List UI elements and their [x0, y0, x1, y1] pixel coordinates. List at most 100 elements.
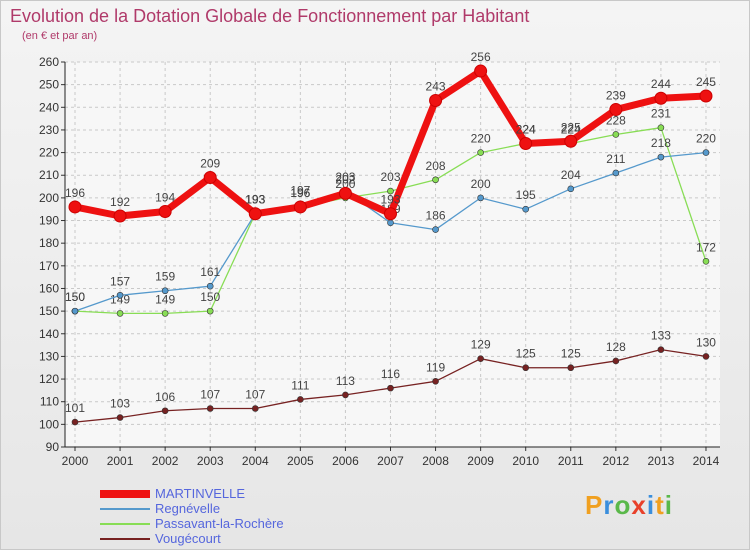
data-point-regnevelle: [387, 219, 394, 227]
data-label-vougecourt: 133: [651, 329, 671, 343]
data-point-passavant-la-rochere: [477, 149, 484, 156]
data-label-vougecourt: 119: [426, 360, 445, 374]
data-label-vougecourt: 107: [245, 388, 265, 402]
chart-title: Evolution de la Dotation Globale de Fonc…: [10, 6, 530, 26]
x-tick-label: 2009: [467, 454, 494, 468]
data-point-vougecourt: [432, 378, 439, 385]
data-point-vougecourt: [116, 414, 124, 421]
y-tick-label: 240: [39, 100, 59, 114]
data-point-vougecourt: [657, 346, 665, 353]
data-point-passavant-la-rochere: [161, 310, 169, 317]
data-point-martinvelle: [113, 209, 127, 223]
data-label-vougecourt: 128: [606, 340, 626, 354]
data-label-regnevelle: 197: [290, 184, 310, 198]
y-tick-label: 220: [39, 146, 59, 160]
data-point-martinvelle: [203, 171, 217, 184]
data-point-vougecourt: [342, 391, 349, 399]
x-tick-label: 2006: [332, 454, 359, 468]
data-label-passavant-la-rochere: 203: [380, 170, 400, 184]
data-label-regnevelle: 220: [696, 132, 716, 146]
data-point-martinvelle: [248, 207, 262, 221]
data-point-martinvelle: [474, 64, 488, 78]
y-tick-label: 90: [46, 440, 60, 454]
data-point-martinvelle: [158, 204, 172, 218]
data-label-passavant-la-rochere: 231: [651, 107, 671, 121]
data-point-regnevelle: [477, 194, 484, 202]
data-point-martinvelle: [699, 89, 713, 103]
data-point-regnevelle: [71, 307, 79, 315]
data-point-martinvelle: [519, 137, 533, 151]
y-tick-label: 120: [39, 372, 59, 386]
data-point-regnevelle: [702, 149, 710, 156]
data-point-martinvelle: [68, 200, 82, 214]
data-label-regnevelle: 186: [426, 209, 446, 223]
x-tick-label: 2012: [602, 454, 629, 468]
x-tick-label: 2014: [693, 454, 720, 468]
data-label-passavant-la-rochere: 150: [200, 290, 220, 304]
data-point-regnevelle: [567, 185, 575, 193]
data-point-vougecourt: [251, 405, 259, 412]
data-point-martinvelle: [383, 207, 397, 221]
data-point-passavant-la-rochere: [657, 124, 665, 131]
data-label-passavant-la-rochere: 220: [471, 132, 491, 146]
x-tick-label: 2007: [377, 454, 404, 468]
data-point-regnevelle: [612, 169, 620, 177]
data-label-passavant-la-rochere: 224: [561, 123, 581, 137]
x-tick-label: 2003: [197, 454, 224, 468]
data-point-vougecourt: [567, 364, 575, 372]
y-tick-label: 250: [39, 78, 59, 92]
data-point-regnevelle: [206, 282, 214, 290]
data-label-passavant-la-rochere: 193: [245, 193, 265, 207]
chart-subtitle: (en € et par an): [22, 30, 98, 42]
data-point-vougecourt: [702, 353, 710, 360]
data-point-passavant-la-rochere: [116, 310, 124, 317]
data-label-martinvelle: 193: [245, 193, 265, 207]
data-label-regnevelle: 193: [245, 193, 265, 207]
data-point-vougecourt: [477, 355, 484, 362]
data-point-passavant-la-rochere: [432, 176, 439, 184]
data-label-martinvelle: 243: [426, 80, 446, 94]
x-tick-label: 2010: [512, 454, 539, 468]
data-label-martinvelle: 194: [155, 190, 175, 204]
legend-label: Vougécourt: [155, 531, 221, 546]
data-label-vougecourt: 101: [65, 401, 85, 415]
legend-label: Regnévelle: [155, 501, 221, 516]
legend-swatch: [100, 523, 150, 525]
data-point-vougecourt: [387, 384, 394, 392]
data-point-martinvelle: [293, 200, 307, 214]
data-label-regnevelle: 195: [516, 188, 536, 202]
data-label-regnevelle: 159: [155, 270, 175, 284]
data-label-vougecourt: 130: [696, 335, 716, 349]
legend-swatch: [100, 508, 150, 510]
y-tick-label: 200: [39, 191, 59, 205]
data-label-regnevelle: 203: [335, 170, 355, 184]
y-tick-label: 150: [39, 304, 59, 318]
data-point-vougecourt: [206, 405, 214, 412]
data-label-passavant-la-rochere: 150: [65, 290, 85, 304]
y-tick-label: 210: [39, 168, 59, 182]
data-point-regnevelle: [116, 291, 124, 299]
y-tick-label: 230: [39, 123, 59, 137]
data-label-regnevelle: 150: [65, 290, 85, 304]
data-point-regnevelle: [657, 153, 665, 161]
x-tick-label: 2013: [648, 454, 675, 468]
y-tick-label: 110: [40, 395, 59, 409]
data-point-martinvelle: [564, 134, 578, 148]
x-tick-label: 2002: [152, 454, 179, 468]
data-point-vougecourt: [71, 418, 79, 426]
data-label-vougecourt: 129: [471, 338, 491, 352]
data-point-vougecourt: [297, 396, 304, 403]
data-point-passavant-la-rochere: [387, 187, 394, 195]
data-label-martinvelle: 244: [651, 77, 671, 91]
data-label-regnevelle: 157: [110, 274, 130, 288]
data-point-vougecourt: [522, 364, 530, 372]
data-label-vougecourt: 106: [155, 390, 175, 404]
data-label-martinvelle: 192: [110, 195, 130, 209]
data-label-passavant-la-rochere: 208: [426, 159, 446, 173]
data-label-passavant-la-rochere: 149: [110, 292, 130, 306]
x-tick-label: 2005: [287, 454, 314, 468]
data-label-vougecourt: 116: [381, 367, 400, 381]
data-label-vougecourt: 125: [561, 347, 581, 361]
data-point-martinvelle: [654, 91, 668, 105]
